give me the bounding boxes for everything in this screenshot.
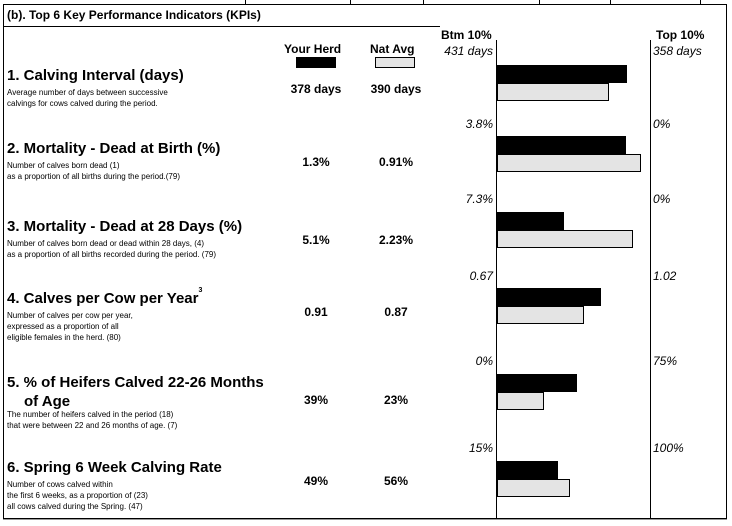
kpi-description: Average number of days between successiv… xyxy=(7,87,168,109)
your-herd-bar xyxy=(497,65,627,83)
section-title: (b). Top 6 Key Performance Indicators (K… xyxy=(7,8,261,22)
btm-10-scale-label: 431 days xyxy=(444,44,493,58)
kpi-title-text: 1. Calving Interval (days) xyxy=(7,67,184,84)
your-herd-bar xyxy=(497,212,564,230)
kpi-description: Number of cows calved within the first 6 … xyxy=(7,479,148,512)
nat-avg-bar xyxy=(497,306,584,324)
kpi-title: 4. Calves per Cow per Year3 xyxy=(7,287,203,307)
title-divider xyxy=(3,26,440,27)
kpi-title-text: 6. Spring 6 Week Calving Rate xyxy=(7,459,222,476)
your-herd-value: 5.1% xyxy=(302,233,330,247)
btm-10-scale-line xyxy=(496,40,497,519)
kpi-description: The number of heifers calved in the peri… xyxy=(7,409,177,431)
kpi-description-line: expressed as a proportion of all xyxy=(7,322,119,331)
nat-avg-value: 56% xyxy=(383,474,409,488)
top-10-scale-label: 0% xyxy=(653,192,671,206)
nat-avg-bar xyxy=(497,154,641,172)
kpi-title-text: 2. Mortality - Dead at Birth (%) xyxy=(7,140,221,157)
kpi-description-line: Number of calves per cow per year, xyxy=(7,311,133,320)
your-herd-legend-swatch xyxy=(296,57,336,68)
btm-10-scale-label: 7.3% xyxy=(465,192,493,206)
kpi-title: 3. Mortality - Dead at 28 Days (%) xyxy=(7,218,242,235)
nat-avg-bar xyxy=(497,479,570,497)
your-herd-bar xyxy=(497,374,577,392)
kpi-description-line: as a proportion of all births during the… xyxy=(7,172,180,181)
top-strip xyxy=(0,0,732,4)
btm-10-scale-label: 15% xyxy=(468,441,493,455)
nat-avg-value: 23% xyxy=(383,393,409,407)
kpi-description-line: Average number of days between successiv… xyxy=(7,88,168,97)
nat-avg-legend-swatch xyxy=(375,57,415,68)
top-10-scale-label: 1.02 xyxy=(653,269,677,283)
top-10-scale-label: 100% xyxy=(653,441,684,455)
kpi-description: Number of calves per cow per year, expres… xyxy=(7,310,133,343)
kpi-description: Number of calves born dead or dead withi… xyxy=(7,238,216,260)
your-herd-value: 1.3% xyxy=(302,155,330,169)
kpi-description-line: Number of calves born dead (1) xyxy=(7,161,120,170)
kpi-title-text: 4. Calves per Cow per Year xyxy=(7,290,199,307)
nat-avg-bar xyxy=(497,392,544,410)
your-herd-value: 49% xyxy=(303,474,329,488)
kpi-title: 5. % of Heifers Calved 22-26 Months xyxy=(7,374,264,391)
kpi-panel xyxy=(3,4,727,519)
kpi-title: 2. Mortality - Dead at Birth (%) xyxy=(7,140,220,157)
nat-avg-bar xyxy=(497,83,609,101)
nat-avg-value: 390 days xyxy=(370,82,422,96)
btm-10-scale-label: 3.8% xyxy=(465,117,493,131)
your-herd-bar xyxy=(497,136,626,154)
kpi-title-text: 3. Mortality - Dead at 28 Days (%) xyxy=(7,218,243,235)
kpi-description-line: that were between 22 and 26 months of ag… xyxy=(7,421,178,430)
your-herd-bar xyxy=(497,288,601,306)
btm-10-scale-label: 0.67 xyxy=(469,269,493,283)
your-herd-header: Your Herd xyxy=(284,42,342,56)
your-herd-bar xyxy=(497,461,558,479)
your-herd-value: 0.91 xyxy=(304,305,328,319)
nat-avg-value: 2.23% xyxy=(378,233,414,247)
nat-avg-value: 0.91% xyxy=(378,155,414,169)
kpi-description-line: Number of cows calved within xyxy=(7,480,113,489)
kpi-description: Number of calves born dead (1) as a propo… xyxy=(7,160,180,182)
bottom-divider xyxy=(3,519,727,520)
kpi-description-line: the first 6 weeks, as a proportion of (2… xyxy=(7,491,148,500)
nat-avg-value: 0.87 xyxy=(384,305,408,319)
kpi-title: 6. Spring 6 Week Calving Rate xyxy=(7,459,222,476)
top-10-scale-label: 358 days xyxy=(653,44,702,58)
nat-avg-bar xyxy=(497,230,633,248)
btm-10-scale-label: 0% xyxy=(475,354,493,368)
kpi-description-line: Number of calves born dead or dead withi… xyxy=(7,239,204,248)
btm-10-header: Btm 10% xyxy=(441,28,492,42)
kpi-description-line: calvings for cows calved during the peri… xyxy=(7,99,158,108)
kpi-title-superscript: 3 xyxy=(198,287,203,294)
your-herd-value: 378 days xyxy=(290,82,342,96)
kpi-title-line2: of Age xyxy=(24,393,71,410)
kpi-description-line: all cows calved during the Spring. (47) xyxy=(7,502,143,511)
top-10-scale-label: 0% xyxy=(653,117,671,131)
top-10-header: Top 10% xyxy=(656,28,705,42)
top-10-scale-line xyxy=(650,40,651,519)
kpi-description-line: The number of heifers calved in the peri… xyxy=(7,410,174,419)
your-herd-value: 39% xyxy=(303,393,329,407)
kpi-title: 1. Calving Interval (days) xyxy=(7,67,184,84)
nat-avg-header: Nat Avg xyxy=(370,42,415,56)
kpi-title-text: 5. % of Heifers Calved 22-26 Months xyxy=(7,374,264,391)
top-10-scale-label: 75% xyxy=(653,354,678,368)
kpi-description-line: as a proportion of all births recorded d… xyxy=(7,250,217,259)
kpi-description-line: eligible females in the herd. (80) xyxy=(7,333,121,342)
